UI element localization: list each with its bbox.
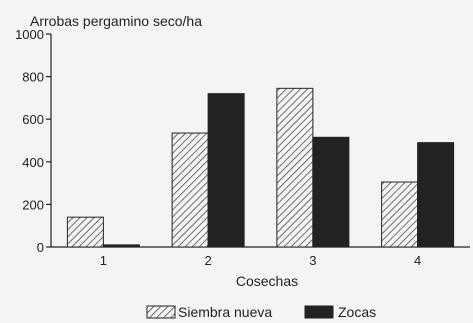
legend-label-zocas: Zocas <box>338 304 376 320</box>
bar-siembra-nueva <box>276 87 314 248</box>
x-tick-label: 2 <box>205 253 212 268</box>
bar-siembra-nueva <box>381 181 419 248</box>
y-tick-label: 400 <box>22 155 44 170</box>
bar-siembra-nueva <box>171 132 209 248</box>
legend-swatch-siembra-nueva <box>146 305 176 319</box>
bar-zocas <box>102 244 140 248</box>
y-tick-label: 200 <box>22 197 44 212</box>
chart-title: Arrobas pergamino seco/ha <box>30 13 202 29</box>
y-axis: 0 200 400 600 800 1000 <box>15 27 52 255</box>
x-axis: 1 2 3 4 <box>51 246 470 268</box>
x-tick-label: 4 <box>414 253 421 268</box>
y-tick-label: 0 <box>37 240 44 255</box>
y-tick-label: 800 <box>22 70 44 85</box>
y-tick-label: 1000 <box>15 27 44 42</box>
legend-swatch-zocas <box>304 305 334 319</box>
bars <box>66 87 455 248</box>
x-axis-label: Cosechas <box>236 273 298 289</box>
bar-zocas <box>417 142 455 248</box>
legend-label-siembra-nueva: Siembra nueva <box>178 304 272 320</box>
x-tick-label: 3 <box>309 253 316 268</box>
legend: Siembra nueva Zocas <box>146 304 376 320</box>
bar-siembra-nueva <box>66 216 104 248</box>
bar-zocas <box>312 136 350 248</box>
bar-zocas <box>207 93 245 248</box>
x-tick-label: 1 <box>100 253 107 268</box>
y-tick-label: 600 <box>22 112 44 127</box>
